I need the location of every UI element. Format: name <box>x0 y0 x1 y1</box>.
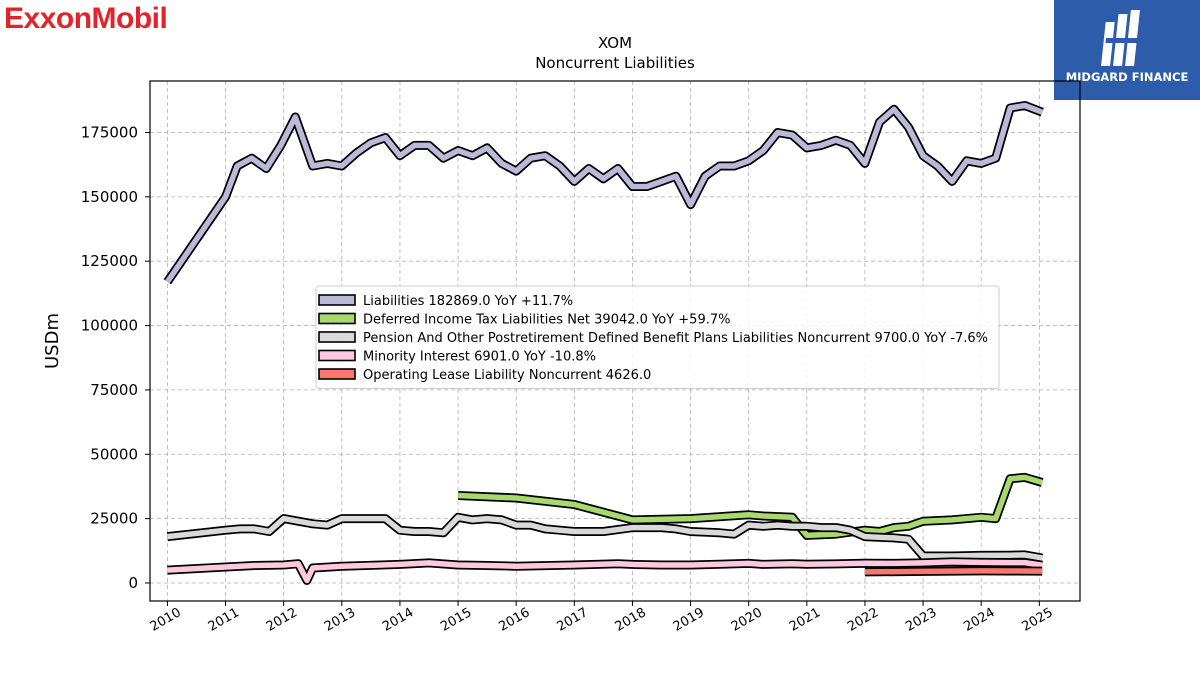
series-line-pension-and-other-postretirement-defined-benefit-plans-liabilities-noncurrent <box>167 514 1043 561</box>
legend-swatch <box>318 368 356 380</box>
series-line-liabilities <box>165 102 1044 284</box>
exxonmobil-logo: ExxonMobil <box>4 2 168 35</box>
legend: Liabilities 182869.0 YoY +11.7% Deferred … <box>315 285 1000 389</box>
x-tick-label: 2020 <box>729 605 765 635</box>
y-tick-label: 125000 <box>81 252 138 270</box>
y-tick-label: 50000 <box>90 445 138 463</box>
legend-swatch <box>318 312 356 325</box>
legend-swatch <box>318 349 356 362</box>
x-tick-label: 2016 <box>496 605 532 635</box>
x-tick-label: 2015 <box>438 605 474 635</box>
plot-frame <box>149 80 1081 602</box>
x-tick-label: 2025 <box>1019 605 1055 635</box>
y-tick-label: 25000 <box>90 510 138 528</box>
y-tick-label: 150000 <box>81 188 138 206</box>
x-tick-label: 2017 <box>554 605 590 635</box>
midgard-finance-logo: MIDGARD FINANCE <box>1054 0 1200 100</box>
y-tick-label: 0 <box>128 574 138 592</box>
series-line-operating-lease-liability-noncurrent <box>864 568 1043 575</box>
x-tick-label: 2013 <box>322 605 358 635</box>
y-tick-label: 175000 <box>81 123 138 141</box>
series-line-deferred-income-tax-liabilities-net <box>457 474 1043 539</box>
legend-entry: Minority Interest 6901.0 YoY -10.8% <box>363 350 596 365</box>
legend-entry: Pension And Other Postretirement Defined… <box>363 331 988 346</box>
x-tick-label: 2024 <box>961 605 997 635</box>
series-lines <box>163 101 1044 585</box>
x-tick-label: 2019 <box>671 605 707 635</box>
chart-title: XOM <box>598 34 632 52</box>
x-tick-label: 2011 <box>206 605 242 635</box>
x-tick-label: 2022 <box>845 605 881 635</box>
legend-swatch <box>318 294 356 306</box>
series-line-minority-interest <box>167 559 1043 584</box>
y-tick-label: 100000 <box>81 317 138 335</box>
x-tick-label: 2018 <box>613 605 649 635</box>
midgard-finance-wordmark: MIDGARD FINANCE <box>1065 70 1189 84</box>
legend-swatch <box>318 331 356 343</box>
y-axis-label: USDm <box>42 313 63 369</box>
legend-box <box>315 285 1000 389</box>
x-tick-label: 2023 <box>903 605 939 635</box>
legend-entry: Operating Lease Liability Noncurrent 462… <box>363 368 651 383</box>
x-tick-label: 2012 <box>264 605 300 635</box>
x-tick-label: 2010 <box>148 605 184 635</box>
y-tick-label: 75000 <box>90 381 138 399</box>
chart-subtitle: Noncurrent Liabilities <box>535 54 695 72</box>
legend-entry: Liabilities 182869.0 YoY +11.7% <box>363 294 573 309</box>
legend-entry: Deferred Income Tax Liabilities Net 3904… <box>363 313 731 328</box>
x-tick-label: 2014 <box>380 605 416 635</box>
x-tick-label: 2021 <box>787 605 823 635</box>
midgard-emblem-icon <box>1101 10 1141 66</box>
